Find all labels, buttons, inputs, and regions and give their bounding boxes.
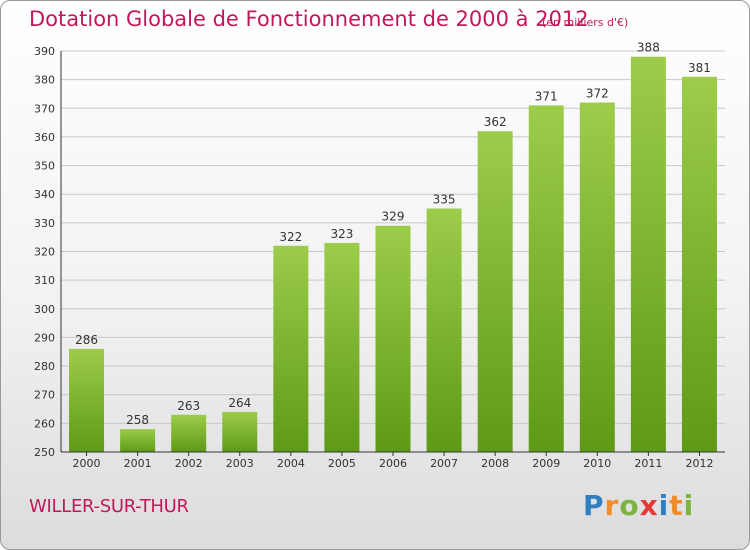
x-tick-label: 2007 [430,457,458,470]
bar [528,105,564,453]
data-label: 381 [688,61,711,75]
bar [477,131,513,452]
logo-letter: o [619,489,640,522]
data-label: 372 [586,87,609,101]
y-tick-label: 340 [34,188,55,201]
x-tick-label: 2003 [226,457,254,470]
logo-letter: r [604,489,620,522]
y-tick-label: 260 [34,417,55,430]
x-tick-label: 2001 [124,457,152,470]
logo-letter: i [658,489,670,522]
bars [69,56,717,453]
bar [171,414,207,452]
x-tick-label: 2004 [277,457,305,470]
data-label: 362 [484,115,507,129]
x-tick-label: 2008 [481,457,509,470]
bar [120,429,156,452]
bar [426,208,462,452]
bar [579,102,615,453]
y-tick-label: 310 [34,274,55,287]
bar [375,225,411,452]
bar [324,242,360,452]
y-tick-label: 250 [34,446,55,459]
chart-title: Dotation Globale de Fonctionnement de 20… [29,7,589,31]
logo-letter: i [683,489,695,522]
data-label: 286 [75,333,98,347]
logo-letter: x [639,489,659,522]
commune-name: WILLER-SUR-THUR [29,496,189,517]
x-tick-label: 2006 [379,457,407,470]
bar [273,245,309,452]
y-axis-labels: 250 260 270 280 290 300 310 320 330 340 350 360 370 3… [34,45,55,459]
bar [69,348,105,452]
x-tick-label: 2005 [328,457,356,470]
data-label: 329 [382,210,405,224]
y-tick-label: 300 [34,303,55,316]
data-label: 264 [228,396,251,410]
y-tick-label: 390 [34,45,55,58]
axes [60,51,725,456]
y-tick-label: 370 [34,102,55,115]
y-tick-label: 350 [34,160,55,173]
value-labels: 286 258 263 264 322 323 329 335 362 371 372 388 381 [75,41,711,427]
bar [222,411,258,452]
y-tick-label: 320 [34,246,55,259]
data-label: 263 [177,399,200,413]
x-tick-label: 2010 [583,457,611,470]
data-label: 335 [433,193,456,207]
x-tick-label: 2000 [73,457,101,470]
y-tick-label: 290 [34,331,55,344]
x-tick-label: 2011 [634,457,662,470]
x-axis-labels: 2000 2001 2002 2003 2004 2005 2006 2007 2008 2009… [73,457,714,470]
data-label: 323 [330,227,353,241]
x-tick-label: 2009 [532,457,560,470]
y-tick-label: 280 [34,360,55,373]
y-tick-label: 360 [34,131,55,144]
proxiti-logo[interactable]: Proxiti [583,489,694,522]
logo-letter: t [669,489,684,522]
y-tick-label: 380 [34,74,55,87]
y-tick-label: 330 [34,217,55,230]
y-tick-label: 270 [34,389,55,402]
data-label: 388 [637,41,660,55]
data-label: 371 [535,89,558,103]
x-tick-label: 2012 [685,457,713,470]
x-tick-label: 2002 [175,457,203,470]
bar [681,76,717,453]
data-label: 258 [126,413,149,427]
logo-letter: P [583,489,605,522]
bar [630,56,666,452]
data-label: 322 [279,230,302,244]
chart-subtitle: (en milliers d'€) [542,16,629,29]
